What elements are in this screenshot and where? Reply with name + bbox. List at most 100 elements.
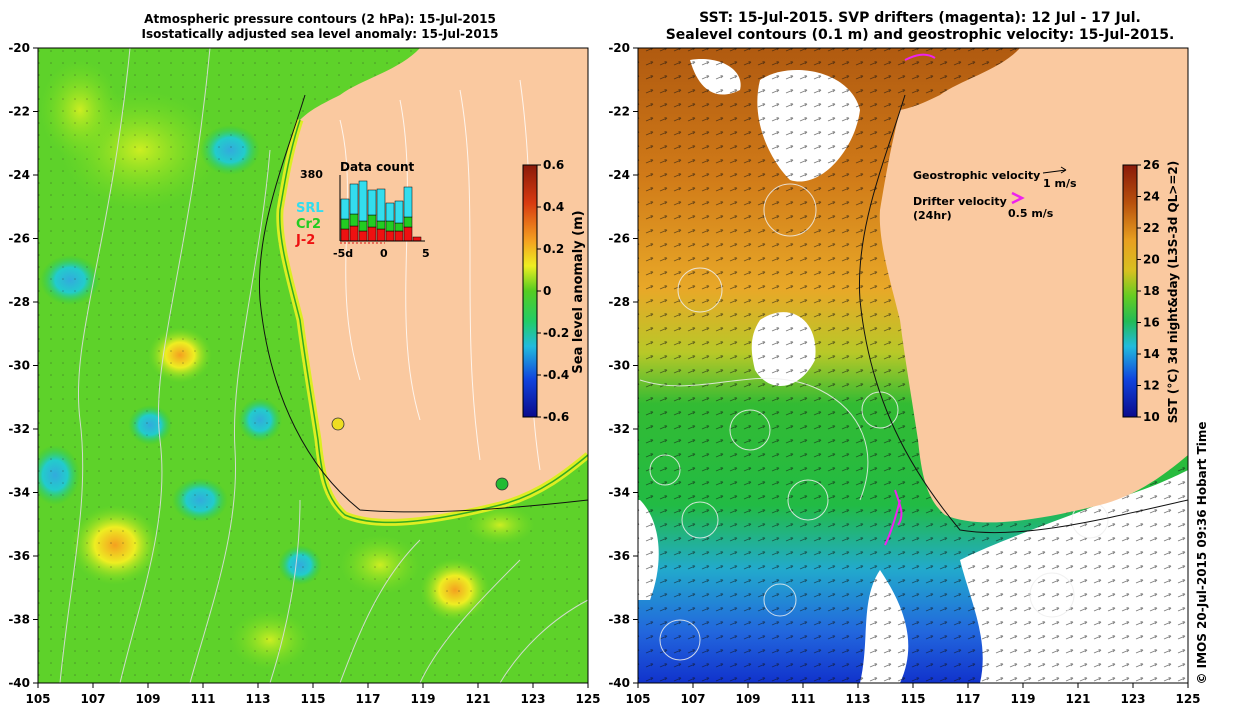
left-ytick-label: -24: [8, 168, 30, 182]
inset-bars: [340, 180, 422, 242]
left-xtick-label: 109: [135, 692, 160, 706]
left-ytick-label: -38: [8, 613, 30, 627]
left-xtick-label: 115: [300, 692, 325, 706]
right-ytick-label: -22: [608, 105, 630, 119]
inset-bar: [412, 236, 422, 242]
inset-bar: [358, 230, 368, 242]
inset-bar: [349, 183, 359, 215]
left-ytick-label: -28: [8, 295, 30, 309]
sst-colorbar: 26 24 22 20 18 16 14 12 10 SST (°C) 3d night&day…: [1122, 158, 1180, 424]
right-x-axis: 105 107 109 111 113 115 117 119 121 123 125: [625, 683, 1201, 706]
colorbar-tick-label: 22: [1143, 221, 1160, 235]
colorbar-tick-label: 24: [1143, 190, 1160, 204]
left-xtick-label: 111: [190, 692, 215, 706]
right-xtick-label: 123: [1120, 692, 1145, 706]
right-panel-title: SST: 15-Jul-2015. SVP drifters (magenta)…: [640, 10, 1200, 44]
left-xtick-label: 125: [575, 692, 600, 706]
left-xtick-label: 119: [410, 692, 435, 706]
colorbar-tick-label: -0.4: [543, 368, 569, 382]
inset-bar: [376, 220, 386, 230]
right-ytick-label: -28: [608, 295, 630, 309]
right-ytick-label: -40: [608, 676, 630, 690]
inset-bar: [403, 226, 413, 242]
inset-xtick-0: -5d: [333, 247, 353, 260]
right-xtick-label: 125: [1175, 692, 1200, 706]
left-title-line2: Isostatically adjusted sea level anomaly…: [141, 27, 499, 41]
inset-bar: [358, 180, 368, 222]
data-count-inset: Data count 380 -5d 0 5 SRL Cr2 J-2: [295, 160, 430, 260]
drifter-arrow-icon: [1011, 191, 1025, 205]
right-xtick-label: 105: [625, 692, 650, 706]
inset-bar: [349, 225, 359, 242]
geostrophic-scale: 1 m/s: [1043, 177, 1077, 190]
colorbar-tick-label: 16: [1143, 316, 1160, 330]
right-xtick-label: 119: [1010, 692, 1035, 706]
right-ytick-label: -26: [608, 232, 630, 246]
left-xtick-label: 117: [355, 692, 380, 706]
geostrophic-label: Geostrophic velocity: [913, 169, 1040, 182]
inset-bar: [367, 189, 377, 216]
left-xtick-label: 113: [245, 692, 270, 706]
colorbar-tick-label: 0.6: [543, 158, 564, 172]
inset-bar: [367, 214, 377, 228]
drifter-label-line1: Drifter velocity: [913, 195, 1007, 208]
right-ytick-label: -30: [608, 359, 630, 373]
right-ytick-label: -20: [608, 41, 630, 55]
right-xtick-label: 113: [845, 692, 870, 706]
colorbar-tick-label: 20: [1143, 253, 1160, 267]
right-xtick-label: 107: [680, 692, 705, 706]
colorbar-tick-label: 18: [1143, 284, 1160, 298]
colorbar-tick-label: 0.4: [543, 200, 564, 214]
left-ytick-label: -22: [8, 105, 30, 119]
inset-bar: [385, 220, 395, 232]
sla-map: [38, 48, 588, 683]
legend-cr2: Cr2: [296, 217, 321, 232]
right-xtick-label: 115: [900, 692, 925, 706]
inset-bar: [340, 198, 350, 220]
left-xtick-label: 105: [25, 692, 50, 706]
left-ytick-label: -34: [8, 486, 30, 500]
left-ytick-label: -26: [8, 232, 30, 246]
legend-srl: SRL: [296, 201, 324, 216]
colorbar-tick-label: 14: [1143, 347, 1160, 361]
copyright-text: © IMOS 20-Jul-2015 09:36 Hobart Time: [1195, 421, 1209, 684]
left-x-axis: 105 107 109 111 113 115 117 119 121 123 125: [25, 683, 601, 706]
left-ytick-label: -30: [8, 359, 30, 373]
right-y-axis: -20 -22 -24 -26 -28 -30 -32 -34 -36 -38 -40: [608, 41, 638, 690]
inset-bar: [376, 228, 386, 242]
inset-bar: [394, 222, 404, 232]
drifter-label-line2: (24hr): [913, 209, 952, 222]
colorbar-tick-label: 0.2: [543, 242, 564, 256]
colorbar-tick-label: 0: [543, 284, 551, 298]
left-xtick-label: 121: [465, 692, 490, 706]
inset-bar: [385, 202, 395, 222]
inset-max-label: 380: [300, 168, 323, 181]
right-xtick-label: 109: [735, 692, 760, 706]
inset-bar: [403, 186, 413, 218]
inset-bar: [385, 230, 395, 242]
inset-bar: [394, 200, 404, 224]
inset-xtick-1: 0: [380, 247, 388, 260]
velocity-legend: Geostrophic velocity 1 m/s Drifter veloc…: [913, 166, 1077, 222]
inset-xtick-2: 5: [422, 247, 430, 260]
right-xtick-label: 117: [955, 692, 980, 706]
right-xtick-label: 121: [1065, 692, 1090, 706]
sla-colorbar: 0.6 0.4 0.2 0 -0.2 -0.4 -0.6 Sea level anomaly…: [522, 158, 586, 424]
left-ytick-label: -20: [8, 41, 30, 55]
right-ytick-label: -36: [608, 549, 630, 563]
left-xtick-label: 107: [80, 692, 105, 706]
left-xtick-label: 123: [520, 692, 545, 706]
right-title-line2: Sealevel contours (0.1 m) and geostrophi…: [665, 27, 1175, 43]
drifter-scale: 0.5 m/s: [1008, 207, 1054, 220]
left-ytick-label: -36: [8, 549, 30, 563]
sla-colorbar-gradient: [522, 164, 538, 418]
left-ytick-label: -32: [8, 422, 30, 436]
legend-j2: J-2: [295, 233, 315, 248]
right-xtick-label: 111: [790, 692, 815, 706]
inset-bar: [349, 213, 359, 227]
right-ytick-label: -34: [608, 486, 630, 500]
sst-colorbar-gradient: [1122, 164, 1138, 418]
right-title-line1: SST: 15-Jul-2015. SVP drifters (magenta)…: [699, 10, 1141, 26]
colorbar-tick-label: 12: [1143, 379, 1160, 393]
